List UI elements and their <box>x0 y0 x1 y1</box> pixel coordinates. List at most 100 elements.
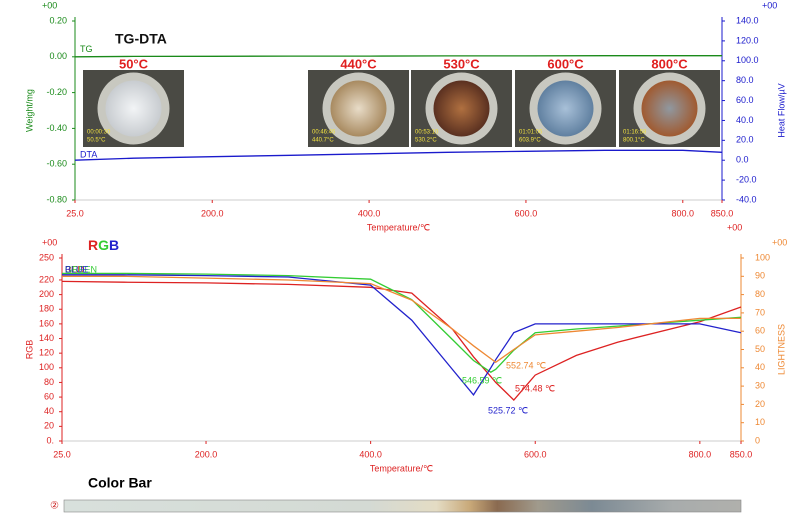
series-line <box>62 274 742 397</box>
photo-temp: 603.9°C <box>519 138 541 144</box>
photo-label: 440°C <box>340 56 377 71</box>
y2-tick-label: -20.0 <box>736 174 757 184</box>
x-exponent: +00 <box>727 222 742 232</box>
photo-time: 00:53:10 <box>415 130 439 136</box>
photo-sample <box>537 80 594 137</box>
y2-tick-label: 0 <box>755 435 760 445</box>
x-tick-label: 400.0 <box>358 208 381 218</box>
photo-temp: 800.1°C <box>623 138 645 144</box>
x-tick-label: 200.0 <box>195 449 218 459</box>
y-tick-label: 100 <box>39 362 54 372</box>
y2-axis-label: Heat Flow/µV <box>776 83 786 137</box>
photo-label: 50°C <box>119 56 149 71</box>
x-tick-label: 200.0 <box>201 208 224 218</box>
y2-tick-label: 70 <box>755 307 765 317</box>
series-line <box>74 55 722 58</box>
y-tick-label: 180 <box>39 304 54 314</box>
y-tick-label: 60 <box>44 391 54 401</box>
series-line <box>62 275 741 364</box>
y-tick-label: 140 <box>39 333 54 343</box>
x-tick-label: 25.0 <box>53 449 71 459</box>
annotation: 525.72 ℃ <box>488 405 528 415</box>
legend-entry: BLUE <box>65 264 89 274</box>
title-letter: R <box>88 237 98 253</box>
y2-exponent: +00 <box>762 0 777 10</box>
photo-label: 530°C <box>443 56 480 71</box>
y2-tick-label: 100 <box>755 252 770 262</box>
y-tick-label: 20 <box>44 421 54 431</box>
x-tick-label: 25.0 <box>66 208 84 218</box>
photo-temp: 50.5°C <box>87 138 106 144</box>
x-tick-label: 600.0 <box>515 208 538 218</box>
y-exponent: +00 <box>42 0 57 10</box>
legend-entry: GREEN <box>65 264 97 274</box>
x-axis-label: Temperature/℃ <box>367 222 430 232</box>
annotation: 574.48 ℃ <box>515 383 555 393</box>
annotation: 546.59 ℃ <box>462 375 502 385</box>
series-line <box>62 272 742 373</box>
y2-tick-label: 40.0 <box>736 115 754 125</box>
photo-label: 600°C <box>547 56 584 71</box>
photo-time: 00:46:46 <box>312 130 336 136</box>
color-bar <box>63 499 742 513</box>
title-letter: G <box>98 237 109 253</box>
title-letter: B <box>109 237 119 253</box>
y-tick-label: 160 <box>39 318 54 328</box>
y-tick-label: -0.80 <box>46 194 67 204</box>
photo-temp: 530.2°C <box>415 138 437 144</box>
y-tick-label: 0.20 <box>49 15 67 25</box>
y-tick-label: 80 <box>44 377 54 387</box>
y2-tick-label: 120.0 <box>736 35 759 45</box>
photo-time: 00:00:30 <box>87 130 111 136</box>
x-tick-label: 600.0 <box>524 449 547 459</box>
x-tick-label: 400.0 <box>359 449 382 459</box>
x-tick-label: 800.0 <box>672 208 695 218</box>
legend-entry: RED <box>65 264 85 274</box>
y2-tick-label: 0.0 <box>736 155 749 165</box>
y2-tick-label: 80 <box>755 289 765 299</box>
y2-exponent: +00 <box>772 237 787 247</box>
y-tick-label: -0.40 <box>46 123 67 133</box>
series-line <box>61 280 742 401</box>
photo-sample <box>641 80 698 137</box>
y2-tick-label: 140.0 <box>736 15 759 25</box>
y2-tick-label: 90 <box>755 271 765 281</box>
photo-sample <box>105 80 162 137</box>
y-exponent: +00 <box>42 237 57 247</box>
y-tick-label: 220 <box>39 274 54 284</box>
photo-sample <box>330 80 387 137</box>
y2-tick-label: 20.0 <box>736 135 754 145</box>
series-label: DTA <box>80 150 97 160</box>
y-tick-label: 250 <box>39 252 54 262</box>
color-bar-title: Color Bar <box>88 475 152 491</box>
y-tick-label: 120 <box>39 348 54 358</box>
photo-sample <box>433 80 490 137</box>
chart-title: TG-DTA <box>115 31 167 47</box>
photo-temp: 440.7°C <box>312 138 334 144</box>
x-axis-label: Temperature/℃ <box>370 463 433 473</box>
y-axis-label: RGB <box>24 340 34 360</box>
y2-tick-label: 100.0 <box>736 55 759 65</box>
series-line <box>74 149 723 161</box>
photo-label: 800°C <box>651 56 688 71</box>
y2-tick-label: -40.0 <box>736 194 757 204</box>
photo-time: 01:16:58 <box>623 130 647 136</box>
color-bar-marker: ② <box>50 501 59 512</box>
y2-tick-label: 50 <box>755 344 765 354</box>
y-tick-label: 0.00 <box>49 51 67 61</box>
y-tick-label: -0.60 <box>46 159 67 169</box>
x-tick-label: 800.0 <box>689 449 712 459</box>
y-tick-label: 0. <box>46 435 54 445</box>
y-tick-label: 200 <box>39 289 54 299</box>
chart-title: RGB <box>88 237 119 253</box>
x-tick-label: 850.0 <box>730 449 753 459</box>
annotation: 552.74 ℃ <box>506 360 546 370</box>
photo-time: 01:01:06 <box>519 130 543 136</box>
y2-axis-label: LIGHTNESS <box>776 324 786 375</box>
y2-tick-label: 30 <box>755 380 765 390</box>
y2-tick-label: 80.0 <box>736 75 754 85</box>
y2-tick-label: 40 <box>755 362 765 372</box>
x-tick-label: 850.0 <box>711 208 734 218</box>
y-axis-label: Weight/mg <box>24 89 34 132</box>
